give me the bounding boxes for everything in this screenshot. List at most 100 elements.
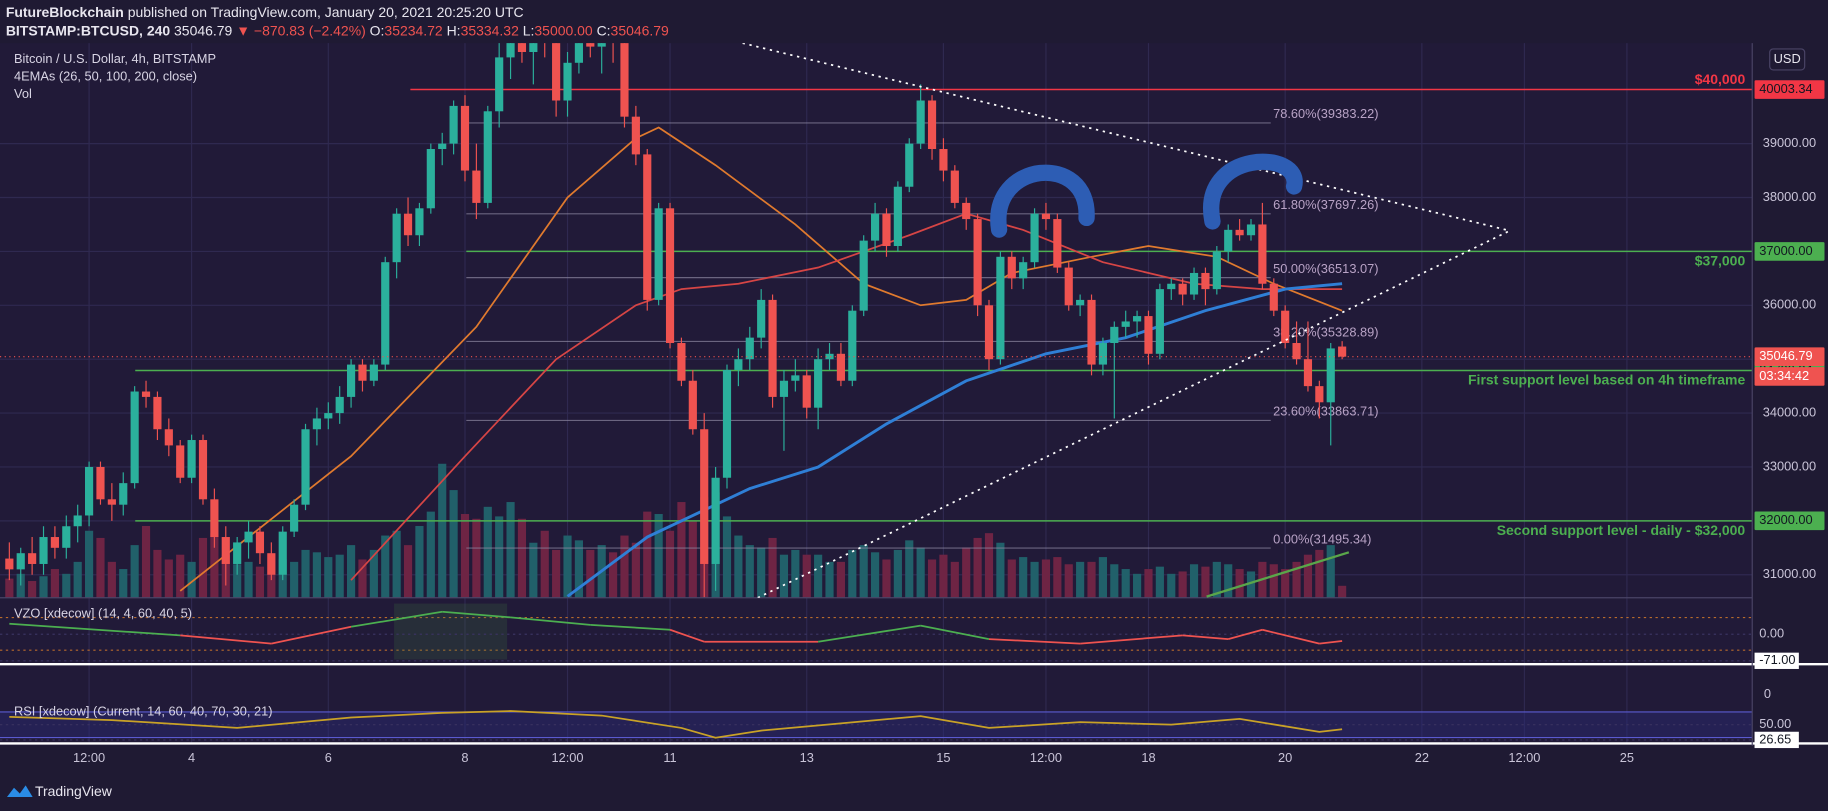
last-price: 35046.79 — [174, 22, 233, 38]
indicator-segment — [180, 634, 272, 645]
candle-body — [312, 418, 321, 430]
axis-label: 0 — [1764, 686, 1771, 701]
volume-bar — [552, 549, 561, 598]
volume-bar — [392, 530, 401, 598]
volume-bar — [472, 518, 481, 598]
candle-body — [369, 364, 378, 381]
candle-body — [1292, 343, 1301, 360]
candle-body — [1007, 256, 1016, 279]
volume-bar — [301, 549, 310, 598]
candle-body — [1281, 310, 1290, 344]
x-tick-label: 12:00 — [1030, 750, 1062, 765]
volume-trendline — [1206, 551, 1350, 598]
volume-bar — [187, 561, 196, 598]
candle-body — [586, 43, 595, 47]
indicator-segment — [271, 625, 352, 645]
currency[interactable]: USD — [1774, 51, 1801, 66]
h-value: 35334.32 — [461, 22, 520, 38]
brand: TradingView — [35, 783, 113, 799]
volume-bar — [483, 506, 492, 598]
candle-body — [1224, 229, 1233, 252]
candle-body — [711, 477, 720, 564]
candle-body — [107, 499, 116, 505]
volume-bar — [210, 533, 219, 598]
candle-body — [255, 531, 265, 554]
volume-bar — [244, 561, 253, 598]
candle-body — [1189, 272, 1199, 295]
level-tag-box — [1754, 80, 1825, 99]
volume-bar — [848, 549, 857, 598]
candle-body — [529, 43, 538, 53]
volume-bar — [927, 559, 937, 598]
volume-bar — [403, 545, 413, 598]
candle-body — [358, 364, 367, 381]
candle-body — [757, 299, 766, 338]
candle-body — [848, 310, 857, 381]
candle-body — [141, 391, 151, 397]
volume-bar — [529, 542, 538, 598]
volume-bar — [506, 502, 515, 598]
volume-bar — [1246, 571, 1256, 598]
y-tick-label: 33000.00 — [1763, 458, 1816, 473]
candle-body — [734, 359, 743, 370]
y-tick-label: 31000.00 — [1763, 566, 1816, 581]
volume-bar — [1041, 559, 1051, 598]
candle-body — [267, 553, 276, 575]
candle-body — [1258, 224, 1267, 284]
volume-bar — [1178, 571, 1187, 598]
shoulder-drawing — [1203, 153, 1303, 230]
volume-bar — [882, 559, 891, 598]
volume-bar — [50, 569, 59, 598]
volume-bar — [85, 530, 94, 598]
volume-bar — [1281, 569, 1290, 598]
volume-bar — [62, 573, 71, 598]
volume-bar — [1326, 545, 1335, 598]
volume-bar — [449, 490, 458, 598]
countdown-tag-box — [1754, 367, 1825, 386]
candle-body — [836, 353, 845, 381]
volume-bar — [688, 521, 697, 598]
volume-bar — [1269, 564, 1278, 598]
volume-bar — [255, 566, 265, 598]
volume-bar — [574, 540, 583, 598]
candle-body — [187, 440, 196, 478]
last-price-tag-box — [1754, 347, 1825, 366]
volume-bar — [1007, 559, 1016, 598]
candle-body — [449, 105, 458, 144]
level-tag: 40003.34 — [1759, 81, 1812, 96]
candle-body — [1315, 386, 1324, 403]
indicator-label: 4EMAs (26, 50, 100, 200, close) — [14, 68, 197, 83]
candle-body — [1110, 326, 1119, 344]
currency-button[interactable] — [1769, 48, 1806, 71]
level-label: $40,000 — [1695, 71, 1746, 87]
volume-bar — [369, 549, 378, 598]
main-pane: 78.60%(39383.22) 61.80%(37697.26) 50.00%(3… — [0, 43, 1753, 598]
candle-body — [665, 208, 675, 344]
candle-body — [631, 116, 640, 155]
x-tick-label: 12:00 — [1508, 750, 1540, 765]
volume-bar — [1144, 569, 1153, 598]
rsi-pane — [0, 710, 1753, 741]
candle-body — [438, 143, 447, 150]
volume-bar — [324, 557, 333, 598]
volume-bar — [5, 578, 14, 598]
candle-body — [597, 43, 606, 47]
candle-body — [1269, 283, 1278, 311]
candle-body — [85, 466, 94, 516]
candle-body — [859, 240, 868, 311]
indicator-line — [9, 710, 1343, 739]
candle-body — [50, 537, 59, 548]
level-tag-box — [1754, 511, 1825, 531]
x-tick-label: 22 — [1415, 750, 1429, 765]
volume-bar — [426, 511, 435, 598]
volume-bar — [779, 554, 789, 598]
volume-bar — [415, 525, 424, 598]
candle-body — [335, 396, 344, 414]
volume-bar — [1224, 564, 1233, 598]
candle-body — [16, 553, 25, 570]
volume-bar — [358, 559, 367, 598]
level-tag-box — [1754, 242, 1825, 261]
header-line-1: FutureBlockchain published on TradingVie… — [6, 4, 524, 20]
volume-bar — [460, 514, 470, 598]
volume-bar — [164, 559, 173, 598]
